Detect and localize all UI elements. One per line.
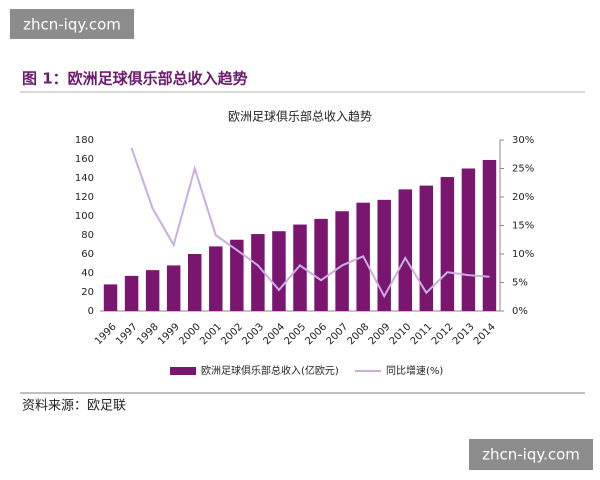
y-tick-label: 60 [81,249,94,260]
y-tick-label: 180 [75,135,94,146]
x-tick-label: 2010 [388,321,414,347]
bar [124,275,139,311]
caption: 图 1：欧洲足球俱乐部总收入趋势 [22,70,248,88]
chart-title: 欧洲足球俱乐部总收入趋势 [228,109,372,124]
y-tick-label: 120 [75,192,94,203]
line [130,147,490,299]
y2-tick-label: 20% [512,192,534,203]
y-tick-label: 100 [75,211,94,222]
x-tick-label: 1999 [156,321,182,347]
y2-tick-label: 25% [512,164,534,175]
bar [461,168,476,311]
bar [293,224,307,311]
x-tick-label: 2001 [198,321,224,347]
x-tick-label: 1997 [114,321,140,347]
bar [251,234,265,311]
y-tick-label: 80 [81,230,94,241]
y2-tick-label: 10% [512,249,534,260]
bar [377,199,391,311]
x-tick-label: 2005 [282,321,308,347]
x-tick-label: 2013 [451,321,477,347]
bar [272,231,286,311]
source: 资料来源：欧足联 [22,399,126,414]
x-tick-label: 2003 [240,321,266,347]
bar [314,218,328,311]
legend-swatch [170,367,196,375]
bar [188,254,202,311]
watermark: zhcn-iqy.com [482,446,580,464]
bar [335,211,349,311]
y2-tick-label: 5% [512,278,528,289]
x-tick-label: 2007 [325,321,351,347]
y-tick-label: 0 [88,306,94,317]
bar [145,270,160,311]
y-tick-label: 160 [75,154,94,165]
watermark-box [10,9,134,39]
x-tick-label: 2008 [346,321,372,347]
x-tick-label: 1998 [135,321,161,347]
bar [230,239,244,311]
bar [440,177,455,311]
x-tick-label: 2002 [219,321,245,347]
y-tick-label: 140 [75,173,94,184]
x-tick-label: 2006 [304,321,330,347]
x-tick-label: 2009 [367,321,393,347]
y2-tick-label: 15% [512,221,534,232]
x-tick-label: 2000 [177,321,203,347]
watermark-box [469,439,593,470]
x-tick-label: 2004 [261,321,287,347]
y-tick-label: 20 [81,287,94,298]
y-tick-label: 40 [81,268,94,279]
legend-label: 同比增速(%) [386,364,443,377]
bar [166,265,181,311]
x-tick-label: 2012 [430,321,456,347]
y2-tick-label: 30% [512,135,534,146]
bar [419,185,434,311]
x-tick-label: 2011 [409,321,435,347]
y2-tick-label: 0% [512,306,528,317]
bar [103,284,118,311]
bar [482,159,497,311]
watermark: zhcn-iqy.com [23,16,121,34]
x-tick-label: 2014 [472,321,498,347]
bar [209,246,223,311]
bar [398,189,412,311]
x-tick-label: 1996 [93,321,119,347]
legend-label: 欧洲足球俱乐部总收入(亿欧元) [201,364,339,377]
